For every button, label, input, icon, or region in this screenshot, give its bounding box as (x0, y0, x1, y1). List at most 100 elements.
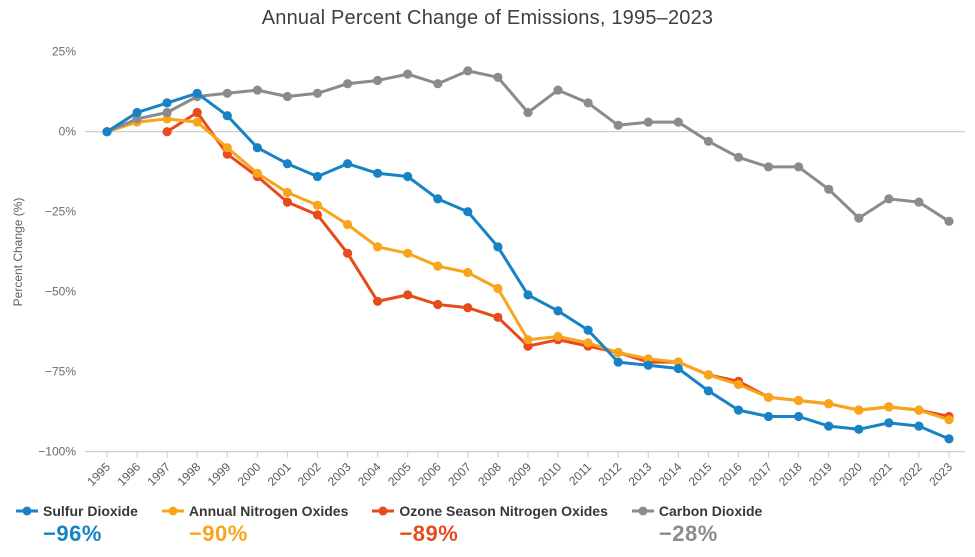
x-tick-label: 1996 (114, 460, 143, 489)
x-tick-label: 2011 (566, 460, 594, 488)
x-tick-label: 1999 (205, 460, 234, 489)
data-point (523, 290, 533, 300)
data-point (162, 127, 172, 137)
y-axis-labels: 25% 0% −25% −50% −75% −100% (38, 45, 76, 459)
data-point (102, 127, 112, 137)
x-tick-label: 2013 (626, 460, 655, 489)
series-line (166, 111, 950, 418)
data-point (132, 107, 142, 118)
data-point (854, 405, 864, 415)
data-point (733, 405, 744, 415)
data-point (914, 421, 924, 431)
data-point (884, 194, 894, 204)
x-tick-label: 2008 (475, 460, 504, 489)
data-point (884, 418, 894, 428)
x-tick-label: 2021 (866, 460, 895, 489)
data-point (583, 98, 593, 108)
data-point (252, 143, 262, 153)
data-point (643, 117, 653, 127)
data-point (282, 91, 292, 102)
data-point (703, 136, 714, 146)
x-tick-label: 2001 (265, 460, 294, 489)
legend-value-total-change: −96% (43, 521, 102, 546)
data-point (613, 347, 623, 358)
data-point (403, 69, 413, 79)
data-point (493, 72, 503, 82)
data-point (282, 187, 292, 198)
data-point (463, 267, 473, 278)
series-line (106, 117, 950, 422)
series-ozone-season-nitrogen-oxides (162, 107, 954, 422)
line-dot-marker-icon (16, 506, 38, 516)
data-point (403, 248, 413, 258)
data-point (222, 111, 232, 121)
data-point (523, 107, 533, 118)
x-tick-label: 1997 (144, 460, 173, 489)
data-point (794, 411, 804, 422)
x-tick-label: 2020 (836, 460, 865, 489)
line-dot-marker-icon (161, 506, 184, 516)
data-point (222, 143, 232, 153)
data-point (763, 392, 774, 402)
chart-title: Annual Percent Change of Emissions, 1995… (261, 7, 714, 29)
data-point (222, 88, 232, 98)
data-point (884, 402, 894, 412)
data-point (824, 421, 834, 431)
data-point (523, 335, 533, 345)
data-point (613, 357, 623, 367)
data-point (523, 341, 533, 351)
data-point (343, 79, 353, 89)
data-point (583, 338, 593, 348)
x-tick-label: 2014 (656, 460, 685, 489)
data-point (373, 242, 383, 252)
y-tick-label: −100% (38, 445, 76, 459)
data-point (553, 85, 563, 95)
data-point (343, 248, 353, 258)
data-point (132, 114, 142, 124)
data-point (733, 379, 744, 390)
data-point (433, 261, 443, 271)
x-tick-label: 2009 (505, 460, 534, 489)
data-point (403, 290, 413, 300)
data-point (763, 162, 774, 172)
legend-item-annual-nitrogen-oxides[interactable]: Annual Nitrogen Oxides −90% (161, 503, 348, 547)
y-tick-label: −25% (45, 205, 76, 219)
x-axis-labels: 1995 1996 1997 1998 1999 2000 2001 2002 2003 2004… (84, 460, 955, 489)
x-tick-label: 2005 (385, 460, 414, 489)
legend-value-total-change: −28% (658, 521, 718, 546)
data-point (673, 117, 683, 127)
data-point (282, 159, 292, 169)
data-point (493, 242, 503, 252)
x-tick-label: 2000 (235, 460, 264, 489)
data-point (192, 117, 202, 127)
data-point (403, 171, 413, 182)
data-point (192, 88, 202, 98)
line-dot-marker-icon (372, 506, 395, 516)
data-point (433, 194, 443, 204)
data-point (824, 399, 834, 409)
data-point (373, 296, 383, 306)
legend-label: Sulfur Dioxide (43, 503, 138, 519)
legend-item-sulfur-dioxide[interactable]: Sulfur Dioxide −96% (16, 503, 138, 547)
y-tick-label: −75% (45, 365, 76, 379)
data-point (493, 283, 503, 294)
data-point (192, 107, 202, 118)
series-sulfur-dioxide (102, 88, 954, 444)
x-tick-label: 2022 (896, 460, 925, 489)
series-annual-nitrogen-oxides (102, 114, 954, 425)
data-point (673, 357, 683, 367)
legend-item-carbon-dioxide[interactable]: Carbon Dioxide −28% (631, 503, 763, 547)
y-tick-label: 25% (52, 45, 76, 59)
data-point (944, 434, 954, 444)
data-point (914, 405, 924, 415)
data-point (162, 107, 172, 118)
data-point (162, 98, 172, 108)
legend-item-ozone-season-nitrogen-oxides[interactable]: Ozone Season Nitrogen Oxides −89% (372, 503, 608, 547)
data-point (222, 149, 232, 159)
data-point (703, 370, 714, 380)
y-tick-label: −50% (45, 285, 76, 299)
data-point (463, 207, 473, 217)
data-point (944, 216, 954, 226)
legend-label: Carbon Dioxide (658, 503, 763, 519)
